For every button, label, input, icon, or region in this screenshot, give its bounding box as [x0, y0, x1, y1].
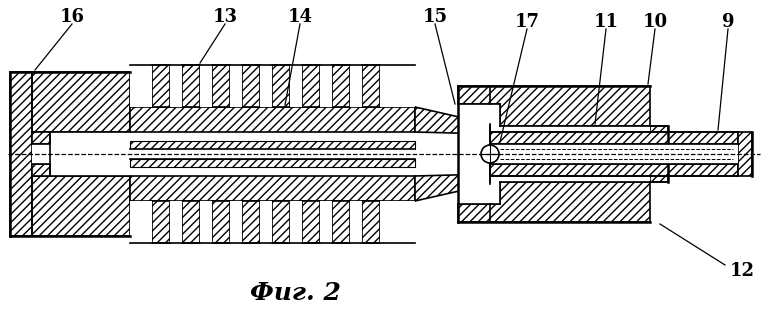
Polygon shape — [415, 107, 490, 134]
Bar — [380, 65, 415, 107]
Bar — [152, 201, 170, 243]
Bar — [242, 65, 260, 107]
Bar — [272, 65, 290, 107]
Bar — [260, 65, 272, 107]
Bar — [130, 149, 415, 159]
Bar — [738, 132, 752, 176]
Bar — [362, 65, 380, 107]
Bar — [130, 176, 415, 201]
Bar — [302, 65, 320, 107]
Bar — [130, 141, 415, 149]
Bar — [350, 201, 362, 243]
Text: 16: 16 — [59, 8, 84, 26]
Text: 9: 9 — [722, 13, 734, 31]
Bar — [302, 201, 320, 243]
Text: 17: 17 — [515, 13, 540, 31]
Bar — [10, 176, 130, 236]
Bar — [152, 65, 170, 107]
Bar — [380, 201, 415, 243]
Bar — [130, 107, 415, 132]
Polygon shape — [458, 182, 650, 222]
Circle shape — [481, 145, 499, 163]
Bar — [130, 159, 415, 167]
Bar — [260, 201, 272, 243]
Bar — [500, 126, 650, 182]
Bar — [458, 104, 500, 204]
Bar — [200, 65, 212, 107]
Text: 10: 10 — [643, 13, 668, 31]
Text: 15: 15 — [423, 8, 448, 26]
Bar — [32, 144, 50, 164]
Text: 12: 12 — [729, 262, 754, 280]
Bar — [650, 126, 668, 182]
Bar — [362, 201, 380, 243]
Bar — [130, 201, 152, 243]
Bar — [290, 201, 302, 243]
Bar — [10, 72, 130, 132]
Bar — [490, 144, 738, 164]
Bar — [272, 201, 290, 243]
Bar — [230, 201, 242, 243]
Text: 11: 11 — [594, 13, 619, 31]
Bar — [182, 201, 200, 243]
Bar — [490, 164, 738, 176]
Bar — [170, 65, 182, 107]
Bar — [212, 201, 230, 243]
Polygon shape — [415, 174, 490, 201]
Bar — [32, 164, 50, 176]
Bar — [200, 201, 212, 243]
Text: 13: 13 — [212, 8, 237, 26]
Bar — [350, 65, 362, 107]
Bar — [170, 201, 182, 243]
Bar — [182, 65, 200, 107]
Bar — [212, 65, 230, 107]
Bar — [130, 65, 152, 107]
Bar — [290, 65, 302, 107]
Bar — [32, 132, 50, 144]
Bar — [320, 65, 332, 107]
Bar — [332, 201, 350, 243]
Bar — [320, 201, 332, 243]
Polygon shape — [458, 86, 650, 126]
Bar — [332, 65, 350, 107]
Text: Фиг. 2: Фиг. 2 — [250, 281, 340, 305]
Bar — [32, 132, 130, 176]
Bar — [490, 132, 738, 144]
Text: 14: 14 — [288, 8, 313, 26]
Bar — [10, 72, 32, 236]
Bar — [230, 65, 242, 107]
Bar — [242, 201, 260, 243]
